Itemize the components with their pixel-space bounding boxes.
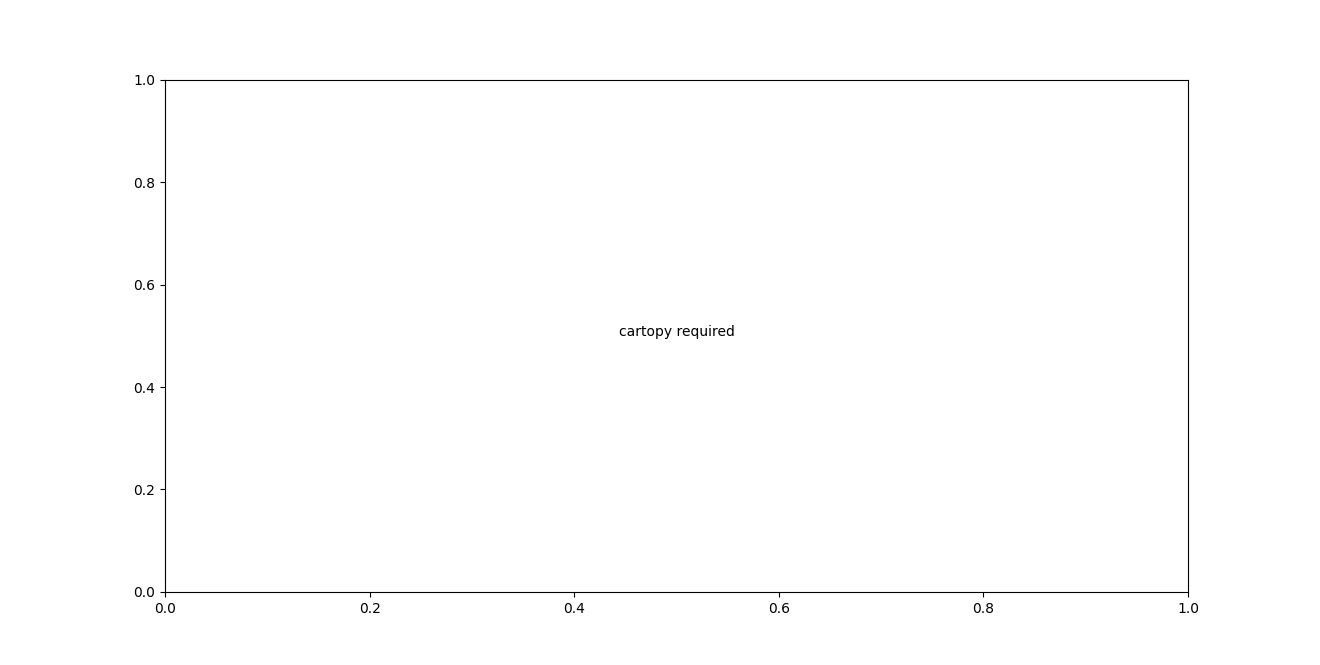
Text: cartopy required: cartopy required [619, 325, 734, 339]
